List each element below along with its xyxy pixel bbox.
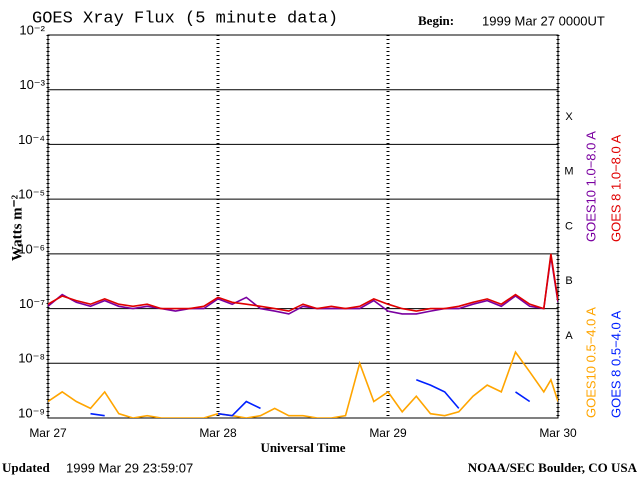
plot-frame (47, 34, 559, 419)
series-line (48, 350, 558, 418)
y-tick-label: 10⁻⁵ (18, 187, 45, 202)
y-tick-label: 10⁻⁸ (18, 351, 45, 366)
x-axis-label: Universal Time (260, 440, 345, 455)
x-tick-label: Mar 30 (539, 426, 577, 440)
flare-class: A (565, 330, 573, 342)
y-axis-label: Watts m⁻² (9, 194, 25, 261)
updated-time: 1999 Mar 29 23:59:07 (66, 460, 193, 475)
chart-title: GOES Xray Flux (5 minute data) (32, 9, 338, 28)
y-tick-label: 10⁻⁷ (19, 296, 45, 311)
series-line (48, 256, 558, 315)
series-line (91, 321, 551, 416)
begin-label: Begin: (418, 13, 454, 28)
x-tick-label: Mar 28 (199, 426, 237, 440)
legend-entry: GOES10 1.0−8.0 A (583, 131, 598, 242)
flare-class: M (564, 166, 573, 178)
y-tick-label: 10⁻³ (19, 77, 45, 92)
y-tick-label: 10⁻² (19, 22, 45, 37)
y-tick-label: 10⁻⁶ (18, 241, 45, 256)
y-tick-label: 10⁻⁴ (18, 132, 45, 147)
plot-area (48, 253, 558, 418)
flare-class: B (565, 275, 572, 287)
series-line (48, 253, 558, 312)
legend-entry: GOES 8 1.0−8.0 A (608, 134, 623, 242)
flare-class: X (565, 111, 573, 123)
legend-entry: GOES 8 0.5−4.0 A (608, 310, 623, 418)
flare-class: C (565, 220, 573, 232)
legend-entry: GOES10 0.5−4.0 A (583, 307, 598, 418)
updated-label: Updated (2, 460, 50, 475)
credit: NOAA/SEC Boulder, CO USA (468, 460, 638, 475)
x-tick-label: Mar 29 (369, 426, 407, 440)
y-tick-label: 10⁻⁹ (18, 405, 45, 420)
begin-time: 1999 Mar 27 0000UT (482, 13, 605, 28)
x-tick-label: Mar 27 (29, 426, 67, 440)
